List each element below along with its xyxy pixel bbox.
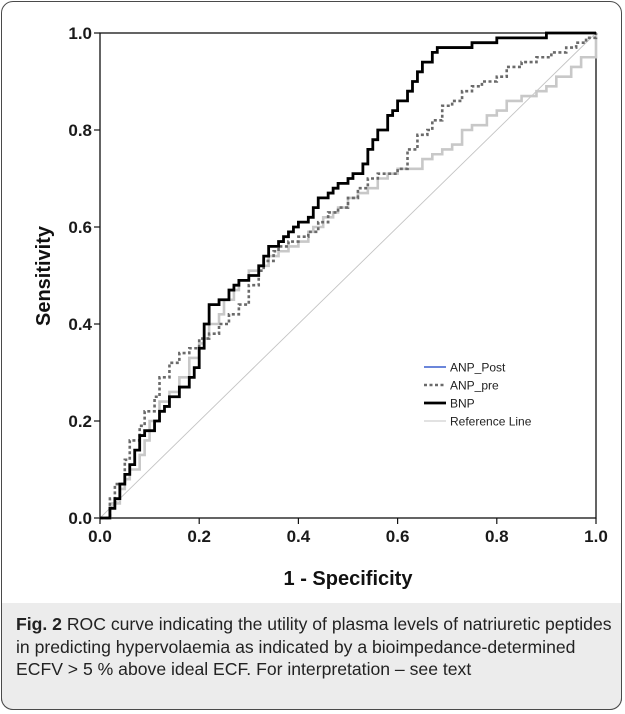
series-line-reference-line bbox=[99, 32, 597, 519]
caption-body: ROC curve indicating the utility of plas… bbox=[16, 614, 612, 679]
x-tick-label: 0.2 bbox=[187, 527, 211, 546]
x-tick-labels: 0.0 0.2 0.4 0.6 0.8 1.0 bbox=[88, 527, 608, 546]
legend-label: ANP_pre bbox=[450, 379, 499, 393]
roc-chart: 0.0 0.2 0.4 0.6 0.8 1.0 0.0 0.2 0.4 0.6 0.8 1.0 1 … bbox=[33, 24, 608, 590]
x-tick-label: 0.4 bbox=[287, 527, 311, 546]
x-axis-title: 1 - Specificity bbox=[284, 568, 414, 590]
legend-label: Reference Line bbox=[450, 415, 532, 429]
x-tick-label: 1.0 bbox=[584, 527, 608, 546]
y-tick-label: 0.0 bbox=[68, 509, 92, 528]
y-tick-label: 0.2 bbox=[68, 412, 92, 431]
caption-band bbox=[1, 603, 622, 710]
series-line-bnp bbox=[100, 31, 596, 520]
y-tick-label: 0.6 bbox=[68, 218, 92, 237]
y-tick-label: 1.0 bbox=[68, 24, 92, 43]
legend-label: ANP_Post bbox=[450, 361, 506, 375]
axis-ticks bbox=[94, 32, 597, 524]
y-axis-title: Sensitivity bbox=[33, 225, 55, 326]
legend: ANP_Post ANP_pre BNP Reference Line bbox=[424, 361, 532, 429]
y-tick-label: 0.4 bbox=[68, 315, 92, 334]
y-tick-label: 0.8 bbox=[68, 121, 92, 140]
x-tick-label: 0.8 bbox=[485, 527, 509, 546]
figure-caption: Fig. 2 ROC curve indicating the utility … bbox=[16, 613, 612, 681]
x-tick-label: 0.6 bbox=[386, 527, 410, 546]
y-tick-labels: 0.0 0.2 0.4 0.6 0.8 1.0 bbox=[68, 24, 92, 528]
series-layer bbox=[99, 31, 598, 520]
series-line-anp-pre bbox=[100, 33, 598, 520]
legend-label: BNP bbox=[450, 397, 475, 411]
x-tick-label: 0.0 bbox=[88, 527, 112, 546]
plot-area-frame bbox=[99, 32, 597, 519]
caption-label: Fig. 2 bbox=[16, 614, 62, 634]
